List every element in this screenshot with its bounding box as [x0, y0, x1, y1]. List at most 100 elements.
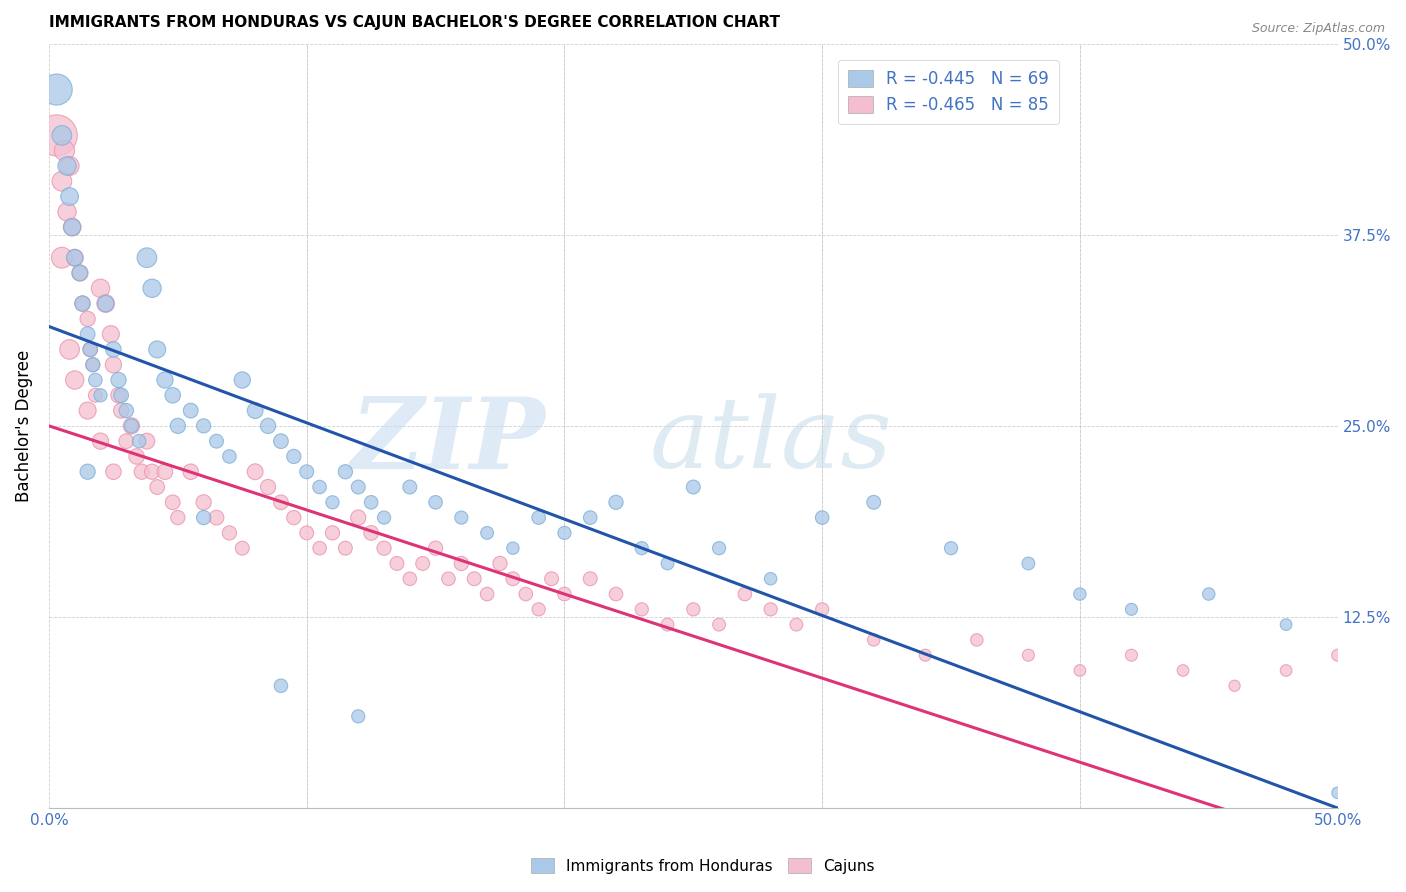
Point [120, 418, 142, 433]
Point [58, 189, 80, 203]
Point [657, 557, 679, 571]
Point [76, 311, 98, 326]
Y-axis label: Bachelor's Degree: Bachelor's Degree [15, 350, 32, 502]
Point [283, 450, 305, 464]
Point [153, 373, 176, 387]
Point [45, 128, 67, 143]
Point [759, 602, 782, 616]
Point [360, 525, 382, 540]
Text: ZIP: ZIP [350, 392, 546, 490]
Point [166, 418, 188, 433]
Point [1326, 786, 1348, 800]
Point [153, 465, 176, 479]
Point [69, 266, 91, 280]
Point [811, 602, 834, 616]
Point [51, 251, 73, 265]
Point [125, 450, 148, 464]
Point [107, 388, 129, 402]
Point [76, 327, 98, 342]
Point [205, 510, 228, 524]
Point [966, 632, 988, 647]
Point [540, 572, 562, 586]
Point [398, 572, 420, 586]
Point [1223, 679, 1246, 693]
Point [553, 587, 575, 601]
Point [475, 587, 498, 601]
Point [347, 480, 370, 494]
Point [60, 220, 83, 235]
Point [60, 220, 83, 235]
Point [63, 251, 86, 265]
Point [811, 510, 834, 524]
Point [72, 296, 94, 310]
Point [308, 480, 330, 494]
Point [1121, 602, 1143, 616]
Text: atlas: atlas [650, 393, 891, 489]
Point [412, 557, 434, 571]
Point [84, 373, 107, 387]
Point [515, 587, 537, 601]
Point [141, 465, 163, 479]
Point [58, 159, 80, 173]
Point [1069, 664, 1091, 678]
Point [257, 418, 280, 433]
Point [270, 434, 292, 449]
Point [1171, 664, 1194, 678]
Point [115, 403, 138, 417]
Point [939, 541, 962, 556]
Point [107, 373, 129, 387]
Point [914, 648, 936, 663]
Point [103, 465, 125, 479]
Point [707, 617, 730, 632]
Point [630, 541, 652, 556]
Point [82, 358, 104, 372]
Point [146, 343, 169, 357]
Point [56, 159, 79, 173]
Point [135, 434, 157, 449]
Point [94, 296, 117, 310]
Point [1017, 557, 1039, 571]
Point [110, 388, 132, 402]
Point [734, 587, 756, 601]
Text: Source: ZipAtlas.com: Source: ZipAtlas.com [1251, 22, 1385, 36]
Point [94, 296, 117, 310]
Point [475, 525, 498, 540]
Point [489, 557, 512, 571]
Point [84, 388, 107, 402]
Point [243, 465, 266, 479]
Point [295, 525, 318, 540]
Point [162, 388, 184, 402]
Point [166, 510, 188, 524]
Point [63, 373, 86, 387]
Point [502, 572, 524, 586]
Point [243, 403, 266, 417]
Point [450, 510, 472, 524]
Point [100, 327, 122, 342]
Point [180, 465, 202, 479]
Point [270, 679, 292, 693]
Point [360, 495, 382, 509]
Point [162, 495, 184, 509]
Point [437, 572, 460, 586]
Point [135, 251, 157, 265]
Point [51, 174, 73, 188]
Point [79, 343, 101, 357]
Point [862, 495, 884, 509]
Point [579, 572, 602, 586]
Point [1069, 587, 1091, 601]
Point [682, 480, 704, 494]
Point [79, 343, 101, 357]
Point [120, 418, 142, 433]
Point [579, 510, 602, 524]
Point [283, 510, 305, 524]
Point [759, 572, 782, 586]
Point [63, 251, 86, 265]
Point [785, 617, 807, 632]
Point [89, 434, 111, 449]
Point [89, 281, 111, 295]
Point [218, 525, 240, 540]
Point [180, 403, 202, 417]
Point [1121, 648, 1143, 663]
Point [398, 480, 420, 494]
Point [862, 632, 884, 647]
